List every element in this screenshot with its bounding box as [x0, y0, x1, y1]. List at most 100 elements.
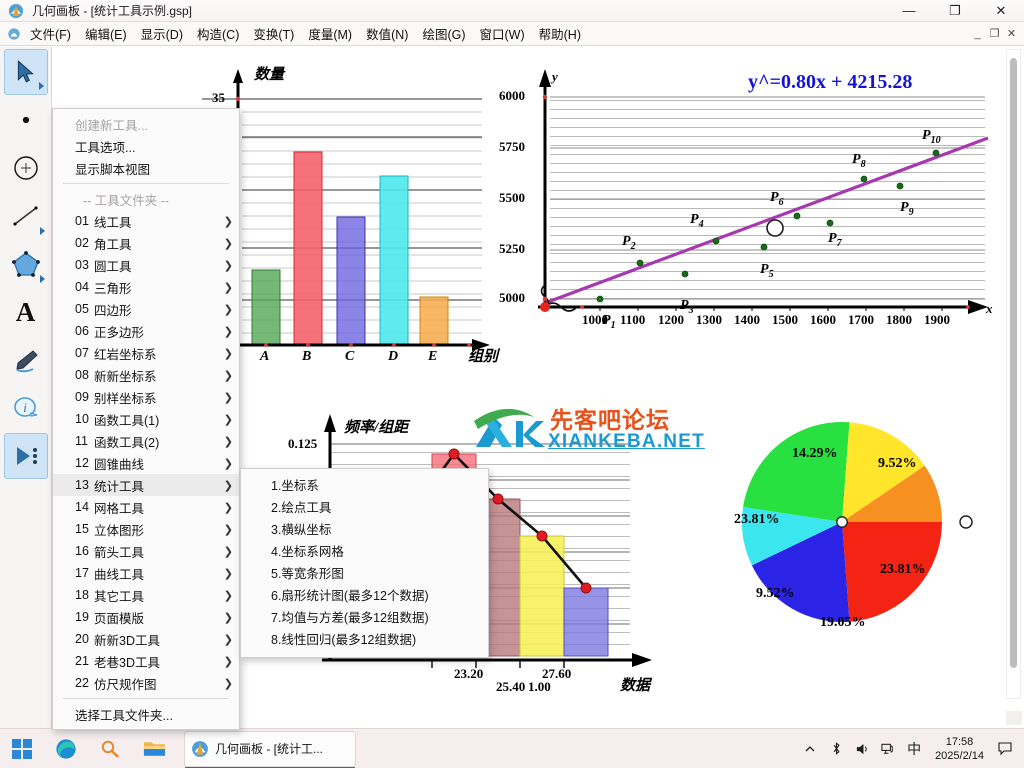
- tool-folder-item-07[interactable]: 07 红岩坐标系 ❯: [53, 342, 239, 364]
- chevron-right-icon: ❯: [223, 457, 233, 470]
- statistics-submenu-item-7[interactable]: 7.均值与方差(最多12组数据): [271, 611, 429, 625]
- doc-minimize-button[interactable]: _: [974, 27, 981, 40]
- chevron-right-icon: ❯: [223, 413, 233, 426]
- tool-folder-label: 立体图形: [94, 523, 145, 538]
- tool-folder-item-17[interactable]: 17 曲线工具 ❯: [53, 562, 239, 584]
- tool-folder-item-02[interactable]: 02 角工具 ❯: [53, 232, 239, 254]
- tool-folder-item-22[interactable]: 22 仿尺规作图 ❯: [53, 672, 239, 694]
- menubar-item-2[interactable]: 显示(D): [140, 28, 183, 42]
- tool-folder-item-03[interactable]: 03 圆工具 ❯: [53, 254, 239, 276]
- maximize-button[interactable]: ❐: [949, 2, 961, 18]
- tool-folder-number: 20: [75, 632, 89, 646]
- menubar-item-1[interactable]: 编辑(E): [84, 28, 127, 42]
- scatter-xtick-1800: 1800: [886, 312, 912, 327]
- menu-item-tool-options[interactable]: 工具选项...: [53, 135, 239, 157]
- statistics-submenu-item-6[interactable]: 6.扇形统计图(最多12个数据): [271, 589, 429, 603]
- vertical-scrollbar-thumb[interactable]: [1010, 58, 1017, 668]
- statistics-submenu-item-2[interactable]: 2.绘点工具: [271, 501, 332, 515]
- compass-circle-tool[interactable]: [4, 145, 48, 191]
- statistics-submenu-item-8[interactable]: 8.线性回归(最多12组数据): [271, 633, 417, 647]
- start-button[interactable]: [0, 729, 44, 768]
- menubar-item-8[interactable]: 窗口(W): [479, 28, 525, 42]
- menubar-item-0[interactable]: 文件(F): [30, 28, 71, 42]
- scatter-regression-chart: y^=0.80x + 4215.28 y x 6000 5750 5500 52…: [490, 55, 1010, 365]
- statistics-submenu-item-1[interactable]: 1.坐标系: [271, 479, 319, 493]
- tool-folder-label: 四边形: [94, 303, 132, 318]
- tool-folder-number: 16: [75, 544, 89, 558]
- scatter-point-label-P5: P5: [760, 262, 774, 280]
- file-explorer-button[interactable]: [132, 729, 176, 768]
- tool-folder-item-09[interactable]: 09 别样坐标系 ❯: [53, 386, 239, 408]
- tool-folder-item-20[interactable]: 20 新新3D工具 ❯: [53, 628, 239, 650]
- pie-slice-label-2: 19.05%: [820, 615, 866, 630]
- statistics-submenu-item-5[interactable]: 5.等宽条形图: [271, 567, 344, 581]
- regression-equation: y^=0.80x + 4215.28: [748, 71, 913, 93]
- tool-folder-item-04[interactable]: 04 三角形 ❯: [53, 276, 239, 298]
- notification-center-button[interactable]: [992, 729, 1018, 768]
- tool-folder-item-05[interactable]: 05 四边形 ❯: [53, 298, 239, 320]
- menubar-item-3[interactable]: 构造(C): [197, 28, 240, 42]
- menubar-item-9[interactable]: 帮助(H): [538, 28, 581, 42]
- show-hidden-icons-button[interactable]: [797, 729, 823, 768]
- doc-close-button[interactable]: ✕: [1006, 28, 1017, 40]
- tool-folder-item-13[interactable]: 13 统计工具 ❯: [53, 474, 239, 496]
- scatter-ytick-5000: 5000: [499, 290, 525, 305]
- tool-folder-item-10[interactable]: 10 函数工具(1) ❯: [53, 408, 239, 430]
- straightedge-tool[interactable]: [4, 193, 48, 239]
- tool-folder-item-21[interactable]: 21 老巷3D工具 ❯: [53, 650, 239, 672]
- tool-folder-number: 06: [75, 324, 89, 338]
- ime-chinese-icon[interactable]: 中: [907, 740, 922, 757]
- information-tool[interactable]: i: [4, 385, 48, 431]
- tool-folder-item-16[interactable]: 16 箭头工具 ❯: [53, 540, 239, 562]
- tool-folder-item-15[interactable]: 15 立体图形 ❯: [53, 518, 239, 540]
- tool-folder-item-12[interactable]: 12 圆锥曲线 ❯: [53, 452, 239, 474]
- taskbar-clock[interactable]: 17:58 2025/2/14: [927, 729, 992, 768]
- bar-chart-category-E: E: [428, 349, 438, 364]
- network-icon[interactable]: [875, 729, 901, 768]
- minimize-button[interactable]: —: [902, 3, 916, 18]
- tool-folder-label: 圆工具: [94, 259, 132, 274]
- scatter-xtick-1000: 1000: [582, 312, 608, 327]
- tool-folder-item-06[interactable]: 06 正多边形 ❯: [53, 320, 239, 342]
- text-tool[interactable]: A: [15, 296, 36, 327]
- marker-pen-tool[interactable]: [4, 337, 48, 383]
- arrow-select-tool[interactable]: [3, 49, 48, 95]
- sketchpad-icon: [192, 740, 208, 757]
- tool-folder-label: 别样坐标系: [94, 391, 157, 406]
- tool-folder-item-14[interactable]: 14 网格工具 ❯: [53, 496, 239, 518]
- tool-folder-item-19[interactable]: 19 页面模版 ❯: [53, 606, 239, 628]
- bar-chart-category-C: C: [345, 349, 355, 364]
- close-button[interactable]: ✕: [995, 2, 1007, 18]
- statistics-submenu-item-3[interactable]: 3.横纵坐标: [271, 523, 332, 537]
- polygon-tool[interactable]: [4, 241, 48, 287]
- tool-folder-item-18[interactable]: 18 其它工具 ❯: [53, 584, 239, 606]
- menubar-item-6[interactable]: 数值(N): [366, 28, 409, 42]
- scatter-xtick-1900: 1900: [924, 312, 950, 327]
- chevron-right-icon: ❯: [223, 259, 233, 272]
- tool-folder-item-01[interactable]: 01 线工具 ❯: [53, 210, 239, 232]
- tool-folder-label: 正多边形: [94, 325, 145, 340]
- menu-item-show-script-view[interactable]: 显示脚本视图: [53, 157, 239, 179]
- chevron-right-icon: ❯: [223, 523, 233, 536]
- custom-tool[interactable]: [3, 433, 48, 479]
- volume-icon[interactable]: [849, 729, 875, 768]
- edge-browser-button[interactable]: [44, 729, 88, 768]
- tool-folder-item-11[interactable]: 11 函数工具(2) ❯: [53, 430, 239, 452]
- menubar-item-4[interactable]: 变换(T): [253, 28, 295, 42]
- chevron-right-icon: ❯: [223, 545, 233, 558]
- menubar-item-7[interactable]: 绘图(G): [422, 28, 466, 42]
- tool-folder-item-08[interactable]: 08 新新坐标系 ❯: [53, 364, 239, 386]
- menu-item-choose-tool-folder[interactable]: 选择工具文件夹...: [53, 703, 239, 725]
- taskbar-app-button-sketchpad[interactable]: 几何画板 - [统计工...: [184, 730, 356, 768]
- menu-item-create-new-tool: 创建新工具...: [53, 113, 239, 135]
- doc-restore-button[interactable]: ❐: [989, 28, 1000, 40]
- search-button[interactable]: [88, 729, 132, 768]
- bluetooth-icon[interactable]: [823, 729, 849, 768]
- point-tool[interactable]: [4, 97, 48, 143]
- tool-folder-label: 新新3D工具: [94, 633, 160, 648]
- menubar-item-5[interactable]: 度量(M): [308, 28, 353, 42]
- vertical-scrollbar[interactable]: [1006, 49, 1021, 699]
- statistics-submenu-item-4[interactable]: 4.坐标系网格: [271, 545, 344, 559]
- sketchpad-icon: [6, 1, 26, 21]
- chevron-right-icon: ❯: [223, 479, 233, 492]
